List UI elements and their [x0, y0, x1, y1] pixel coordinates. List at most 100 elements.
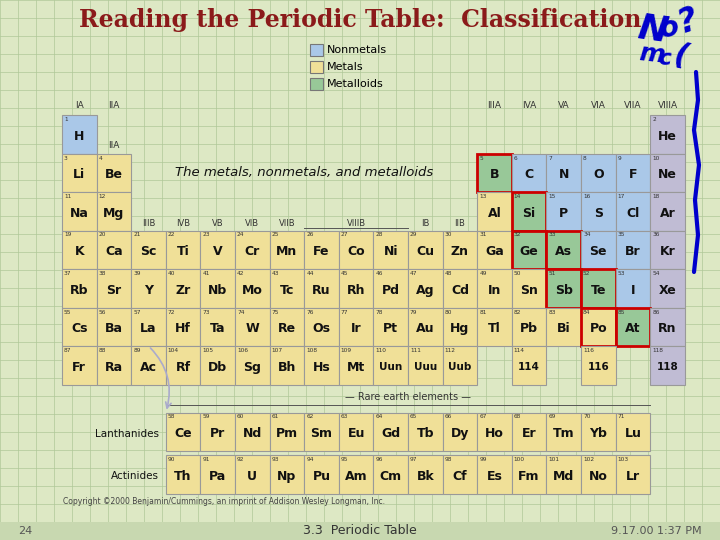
Text: 36: 36 — [652, 233, 660, 238]
Text: 44: 44 — [306, 271, 314, 276]
FancyBboxPatch shape — [166, 307, 200, 346]
FancyBboxPatch shape — [339, 307, 374, 346]
Text: 57: 57 — [133, 309, 140, 314]
Text: Fr: Fr — [73, 361, 86, 374]
Text: 18: 18 — [652, 194, 660, 199]
FancyBboxPatch shape — [374, 455, 408, 494]
Text: 79: 79 — [410, 309, 418, 314]
FancyBboxPatch shape — [62, 153, 96, 192]
Text: 95: 95 — [341, 457, 348, 462]
Text: 77: 77 — [341, 309, 348, 314]
FancyBboxPatch shape — [305, 413, 339, 451]
Text: 45: 45 — [341, 271, 348, 276]
FancyBboxPatch shape — [166, 346, 200, 384]
Text: 67: 67 — [480, 415, 487, 420]
Text: 46: 46 — [375, 271, 383, 276]
FancyBboxPatch shape — [305, 269, 339, 307]
FancyBboxPatch shape — [477, 307, 512, 346]
FancyBboxPatch shape — [443, 307, 477, 346]
FancyBboxPatch shape — [477, 269, 512, 307]
Text: 35: 35 — [618, 233, 625, 238]
Text: 48: 48 — [445, 271, 452, 276]
Text: Ag: Ag — [416, 284, 435, 297]
Text: 31: 31 — [480, 233, 487, 238]
Text: 21: 21 — [133, 233, 140, 238]
Text: 26: 26 — [306, 233, 314, 238]
Text: K: K — [74, 245, 84, 258]
Text: Zr: Zr — [176, 284, 191, 297]
Text: O: O — [593, 168, 603, 181]
FancyBboxPatch shape — [131, 307, 166, 346]
Text: Nd: Nd — [243, 427, 262, 440]
Text: 109: 109 — [341, 348, 352, 353]
Text: Fe: Fe — [313, 245, 330, 258]
Text: 100: 100 — [514, 457, 525, 462]
Text: Ga: Ga — [485, 245, 504, 258]
Text: Rf: Rf — [176, 361, 191, 374]
FancyBboxPatch shape — [374, 346, 408, 384]
FancyBboxPatch shape — [166, 269, 200, 307]
FancyBboxPatch shape — [616, 153, 650, 192]
Text: Po: Po — [590, 322, 607, 335]
FancyBboxPatch shape — [374, 269, 408, 307]
FancyBboxPatch shape — [650, 231, 685, 269]
FancyBboxPatch shape — [166, 413, 200, 451]
FancyBboxPatch shape — [200, 231, 235, 269]
FancyBboxPatch shape — [512, 307, 546, 346]
Text: 30: 30 — [445, 233, 452, 238]
Text: No: No — [589, 470, 608, 483]
Text: Be: Be — [105, 168, 123, 181]
Text: IB: IB — [421, 219, 430, 227]
Text: 63: 63 — [341, 415, 348, 420]
FancyBboxPatch shape — [235, 269, 269, 307]
FancyBboxPatch shape — [512, 231, 546, 269]
Text: Uun: Uun — [379, 362, 402, 372]
Text: 7: 7 — [549, 156, 552, 160]
Text: Li: Li — [73, 168, 86, 181]
FancyBboxPatch shape — [650, 115, 685, 153]
FancyBboxPatch shape — [546, 413, 581, 451]
FancyBboxPatch shape — [512, 153, 546, 192]
Text: 12: 12 — [99, 194, 106, 199]
Text: 106: 106 — [237, 348, 248, 353]
Text: 16: 16 — [583, 194, 590, 199]
Text: Mt: Mt — [347, 361, 365, 374]
Text: VIA: VIA — [591, 101, 606, 110]
Text: 105: 105 — [202, 348, 214, 353]
Text: Eu: Eu — [348, 427, 365, 440]
Text: S: S — [594, 207, 603, 220]
Text: Cl: Cl — [626, 207, 639, 220]
Text: 11: 11 — [64, 194, 71, 199]
Text: Copyright ©2000 Benjamin/Cummings, an imprint of Addison Wesley Longman, Inc.: Copyright ©2000 Benjamin/Cummings, an im… — [63, 497, 385, 507]
Text: Lr: Lr — [626, 470, 640, 483]
FancyBboxPatch shape — [269, 413, 305, 451]
Text: 102: 102 — [583, 457, 594, 462]
Text: Dy: Dy — [451, 427, 469, 440]
Text: Cf: Cf — [453, 470, 467, 483]
Text: 23: 23 — [202, 233, 210, 238]
Text: 65: 65 — [410, 415, 418, 420]
Text: 9.17.00 1:37 PM: 9.17.00 1:37 PM — [611, 526, 702, 536]
Text: Cr: Cr — [245, 245, 260, 258]
FancyBboxPatch shape — [581, 413, 616, 451]
Text: 114: 114 — [514, 348, 525, 353]
Text: 92: 92 — [237, 457, 245, 462]
Text: Cm: Cm — [379, 470, 402, 483]
Text: Tm: Tm — [553, 427, 575, 440]
Text: B: B — [490, 168, 499, 181]
Text: Ra: Ra — [105, 361, 123, 374]
FancyBboxPatch shape — [96, 307, 131, 346]
FancyBboxPatch shape — [200, 413, 235, 451]
Text: Cs: Cs — [71, 322, 88, 335]
Text: Xe: Xe — [659, 284, 676, 297]
Text: Pb: Pb — [520, 322, 538, 335]
FancyBboxPatch shape — [616, 455, 650, 494]
Text: Rh: Rh — [347, 284, 365, 297]
FancyBboxPatch shape — [408, 413, 443, 451]
Text: IIIB: IIIB — [142, 219, 156, 227]
Text: Te: Te — [590, 284, 606, 297]
Text: La: La — [140, 322, 157, 335]
Text: Se: Se — [590, 245, 607, 258]
Text: Re: Re — [278, 322, 296, 335]
Text: Uub: Uub — [449, 362, 472, 372]
